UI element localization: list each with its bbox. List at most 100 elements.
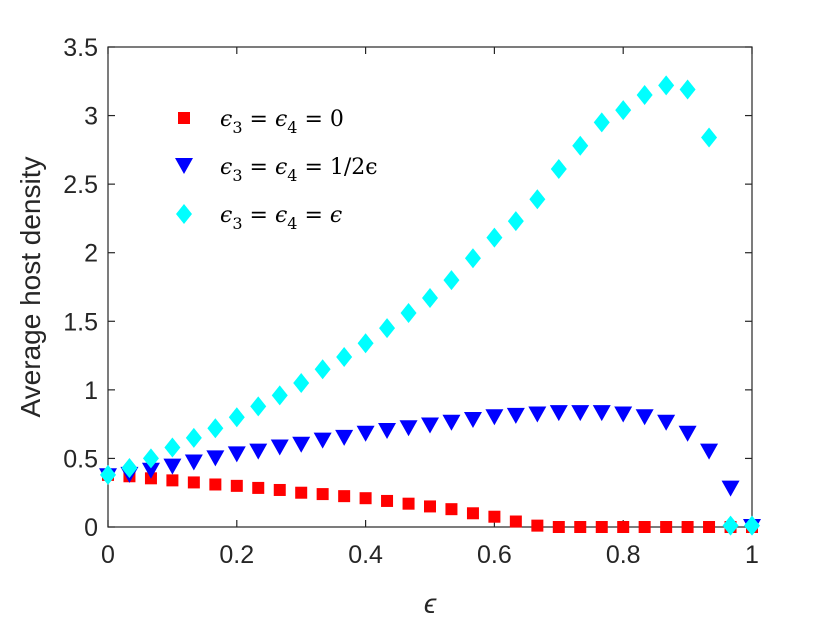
data-point xyxy=(571,405,590,422)
data-point xyxy=(230,479,243,492)
data-point xyxy=(316,488,329,501)
x-tick-label: 1 xyxy=(745,541,759,569)
data-point xyxy=(335,429,354,446)
data-point xyxy=(314,359,331,380)
data-point xyxy=(660,521,673,533)
data-point xyxy=(273,483,286,496)
data-point xyxy=(399,420,418,437)
y-tick-label: 2.5 xyxy=(63,171,98,199)
data-point xyxy=(184,454,203,471)
data-point xyxy=(529,189,546,210)
data-point xyxy=(142,448,159,469)
data-point xyxy=(379,318,396,339)
data-point xyxy=(744,515,760,536)
y-tick-label: 0 xyxy=(84,514,98,542)
data-point xyxy=(250,396,267,417)
data-point xyxy=(402,497,415,510)
data-point xyxy=(252,481,265,494)
data-point xyxy=(464,248,481,269)
legend: ϵ3 = ϵ4 = 0 ϵ3 = ϵ4 = 1/2ϵ ϵ3 = ϵ4 = ϵ xyxy=(175,107,378,233)
data-point xyxy=(378,423,397,439)
data-point xyxy=(424,500,436,513)
legend-label: ϵ3 = ϵ4 = ϵ xyxy=(220,203,342,233)
data-point xyxy=(338,490,351,503)
data-point xyxy=(703,521,716,533)
data-point xyxy=(595,521,608,533)
data-point xyxy=(658,75,675,96)
data-point xyxy=(488,510,501,523)
legend-item-2: ϵ3 = ϵ4 = 1/2ϵ xyxy=(175,155,378,185)
data-point xyxy=(166,474,179,487)
data-point xyxy=(549,405,568,422)
legend-marker xyxy=(175,158,193,174)
data-point xyxy=(292,436,311,453)
data-point xyxy=(187,476,200,489)
series-3 xyxy=(100,75,760,536)
data-point xyxy=(592,405,611,422)
data-point xyxy=(209,478,222,491)
x-tick-label: 0.4 xyxy=(348,541,383,569)
data-point xyxy=(509,515,522,528)
data-point xyxy=(721,480,740,497)
data-point xyxy=(445,503,458,516)
y-tick-label: 0.5 xyxy=(63,445,98,473)
data-point xyxy=(506,407,525,424)
data-point xyxy=(485,409,504,426)
data-point xyxy=(207,418,224,439)
data-point xyxy=(466,507,479,520)
data-point xyxy=(293,373,310,393)
data-point xyxy=(572,135,589,156)
data-point xyxy=(593,112,610,133)
y-tick-label: 2 xyxy=(84,240,98,268)
data-point xyxy=(635,409,654,426)
legend-label: ϵ3 = ϵ4 = 0 xyxy=(220,107,344,137)
data-point xyxy=(163,458,182,475)
data-point xyxy=(700,443,719,460)
data-point xyxy=(463,412,482,429)
series-2 xyxy=(99,405,761,535)
x-tick-label: 0.6 xyxy=(477,541,512,569)
data-point xyxy=(722,515,739,536)
data-point xyxy=(400,303,417,324)
axes-box xyxy=(107,46,753,528)
data-point xyxy=(141,462,160,479)
data-point xyxy=(552,521,565,533)
data-point xyxy=(617,521,630,533)
legend-marker xyxy=(176,204,192,224)
data-point xyxy=(681,521,694,533)
data-point xyxy=(638,521,651,533)
data-point xyxy=(121,458,138,479)
data-point xyxy=(356,425,375,442)
data-point xyxy=(701,127,718,148)
data-point xyxy=(206,450,225,467)
data-point xyxy=(185,427,202,448)
data-point xyxy=(270,439,289,456)
y-tick-label: 3 xyxy=(84,103,98,131)
data-point xyxy=(442,414,461,431)
data-point xyxy=(615,100,632,121)
data-point xyxy=(486,227,503,248)
data-point xyxy=(357,333,374,354)
legend-marker xyxy=(178,112,190,124)
data-point xyxy=(679,79,696,100)
y-tick-label: 3.5 xyxy=(63,34,98,62)
data-point xyxy=(100,464,116,485)
data-point xyxy=(531,519,544,532)
x-tick-label: 0.8 xyxy=(606,541,641,569)
legend-item-3: ϵ3 = ϵ4 = ϵ xyxy=(176,203,342,233)
data-point xyxy=(359,492,372,505)
data-point xyxy=(422,287,438,308)
data-point xyxy=(550,159,567,180)
data-point xyxy=(249,443,268,460)
data-point xyxy=(614,406,633,423)
y-axis-label: Average host density xyxy=(15,157,46,418)
data-point xyxy=(381,494,394,507)
data-point xyxy=(227,446,246,463)
data-point xyxy=(636,85,653,105)
data-point xyxy=(295,486,308,499)
data-point xyxy=(228,407,245,428)
data-markers xyxy=(99,75,761,536)
data-point xyxy=(574,521,587,533)
legend-item-1: ϵ3 = ϵ4 = 0 xyxy=(178,107,344,137)
